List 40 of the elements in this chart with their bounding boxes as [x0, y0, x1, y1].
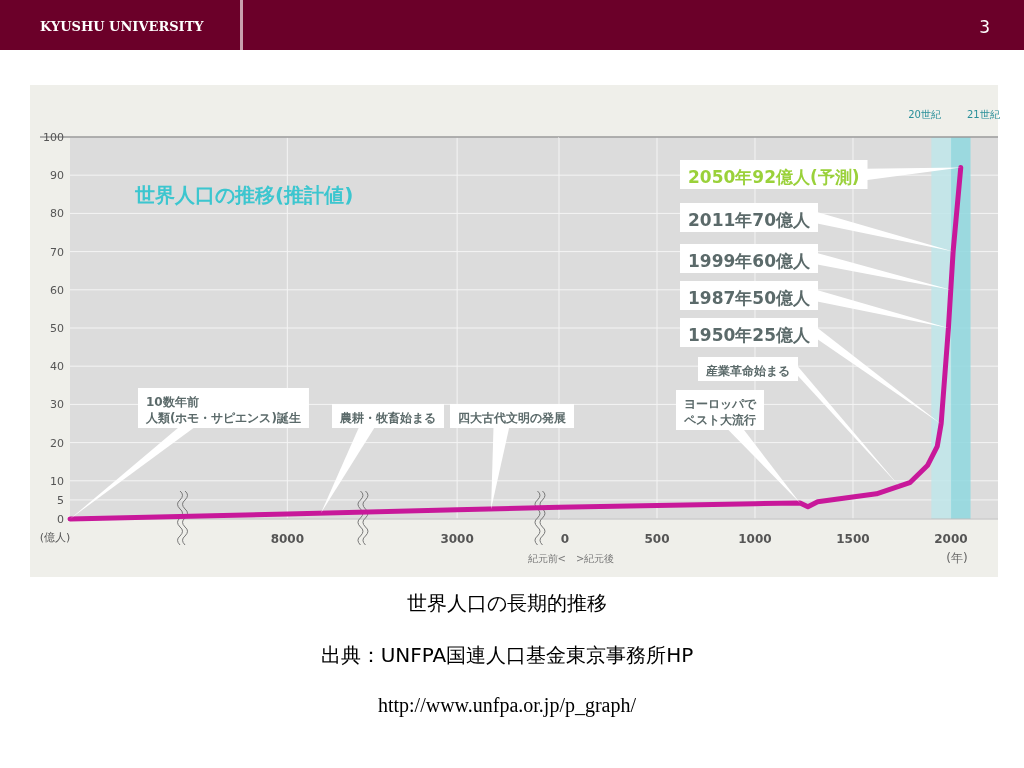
- annotation: 10数年前人類(ホモ・サピエンス)誕生: [145, 395, 301, 425]
- source-note: 出典：UNFPA国連人口基金東京事務所HP: [320, 643, 694, 667]
- text: 紀元前< >紀元後: [527, 553, 615, 564]
- annotation: 2050年92億人(予測): [688, 167, 860, 187]
- y-tick-label: 80: [50, 207, 64, 221]
- annotation: 1950年25億人: [688, 325, 811, 345]
- text: 世界人口の長期的推移: [407, 591, 607, 615]
- y-tick-label: 20: [50, 436, 64, 450]
- y-tick-label: 5: [57, 493, 64, 507]
- y-tick-label: 60: [50, 283, 64, 297]
- band-label: 21世紀: [966, 109, 1000, 120]
- annotation: 1999年60億人: [688, 251, 811, 271]
- annotation: 四大古代文明の発展: [458, 411, 566, 425]
- text: 世界人口の推移(推計値): [134, 183, 354, 207]
- y-tick-label: 50: [50, 322, 64, 335]
- annotation: 2011年70億人: [688, 210, 811, 230]
- y-tick-label: 70: [50, 245, 64, 259]
- y-tick-label: 90: [50, 169, 64, 183]
- y-tick-label: 10: [50, 474, 64, 488]
- text: 3: [979, 17, 990, 37]
- x-tick-label: 1000: [738, 532, 772, 546]
- annotation: 1987年50億人: [688, 288, 811, 308]
- band-label: 20世紀: [908, 109, 941, 120]
- x-tick-label: 3000: [440, 532, 474, 546]
- y-tick-label: 0: [57, 513, 64, 526]
- text: KYUSHU UNIVERSITY: [40, 19, 205, 34]
- y-tick-label: 30: [50, 398, 64, 412]
- text: http://www.unfpa.or.jp/p_graph/: [377, 694, 637, 717]
- x-tick-label: 8000: [270, 532, 305, 546]
- y-tick-label: 40: [50, 360, 64, 374]
- y-tick-label: 100: [43, 131, 64, 144]
- annotation: 農耕・牧畜始まる: [339, 411, 436, 425]
- annotation: ヨーロッパでペスト大流行: [683, 397, 757, 427]
- x-tick-label: 500: [644, 532, 670, 546]
- x-tick-label: 0: [560, 532, 570, 546]
- x-axis-title: (年): [946, 551, 968, 565]
- annotation: 産業革命始まる: [705, 364, 790, 378]
- y-axis-title: (億人): [39, 531, 71, 544]
- x-tick-label: 1500: [836, 532, 870, 546]
- x-tick-label: 2000: [934, 532, 968, 546]
